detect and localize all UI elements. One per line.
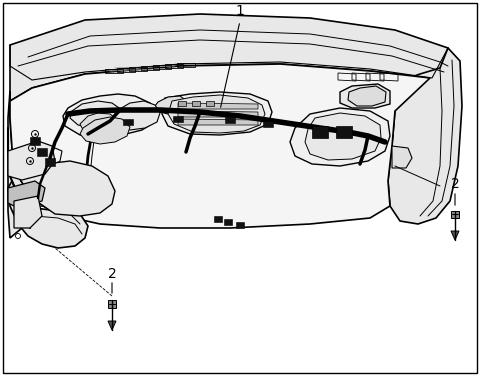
Polygon shape: [18, 161, 115, 216]
Polygon shape: [312, 126, 328, 138]
Polygon shape: [10, 64, 430, 228]
Polygon shape: [388, 48, 462, 224]
Polygon shape: [451, 211, 459, 218]
Polygon shape: [206, 101, 214, 106]
Polygon shape: [8, 141, 55, 180]
Polygon shape: [178, 111, 258, 117]
Polygon shape: [192, 101, 200, 106]
Polygon shape: [451, 231, 459, 240]
Polygon shape: [290, 108, 390, 166]
Polygon shape: [214, 216, 222, 222]
Polygon shape: [340, 84, 390, 108]
Polygon shape: [336, 126, 352, 138]
Polygon shape: [305, 113, 381, 160]
Polygon shape: [224, 219, 232, 225]
Polygon shape: [10, 14, 452, 101]
Polygon shape: [108, 321, 116, 330]
Polygon shape: [112, 101, 160, 130]
Polygon shape: [178, 101, 186, 106]
Polygon shape: [45, 158, 55, 166]
Polygon shape: [80, 113, 118, 134]
Polygon shape: [14, 196, 42, 228]
Polygon shape: [348, 86, 386, 106]
Polygon shape: [108, 300, 116, 308]
Polygon shape: [178, 119, 258, 125]
Polygon shape: [63, 94, 158, 137]
Polygon shape: [8, 181, 45, 208]
Polygon shape: [263, 121, 273, 127]
Text: 2: 2: [108, 267, 116, 281]
Polygon shape: [37, 148, 47, 156]
Polygon shape: [162, 92, 272, 135]
Polygon shape: [225, 117, 235, 123]
Polygon shape: [178, 103, 258, 109]
Polygon shape: [8, 181, 88, 248]
Polygon shape: [173, 116, 183, 122]
Polygon shape: [392, 146, 412, 168]
Polygon shape: [80, 117, 130, 144]
Polygon shape: [70, 101, 122, 128]
Polygon shape: [123, 119, 133, 125]
Polygon shape: [8, 91, 32, 238]
Polygon shape: [236, 222, 244, 228]
Polygon shape: [30, 137, 40, 145]
Polygon shape: [155, 96, 188, 115]
Text: 1: 1: [236, 4, 244, 18]
Polygon shape: [168, 95, 265, 133]
Text: 2: 2: [451, 177, 459, 191]
